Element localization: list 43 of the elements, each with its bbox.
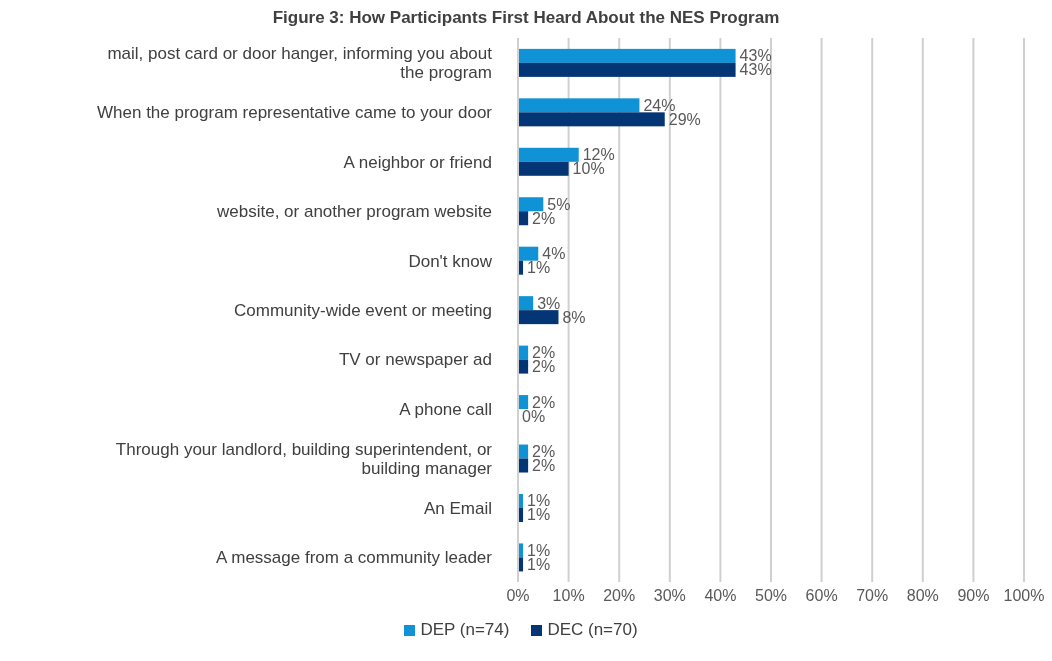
data-label: 43% <box>739 61 772 79</box>
bar <box>518 62 736 77</box>
data-label: 8% <box>562 308 586 326</box>
bar <box>518 147 579 162</box>
data-label: 1% <box>527 259 551 277</box>
y-tick-label: TV or newspaper ad <box>338 349 492 369</box>
y-tick-label: A phone call <box>399 399 492 419</box>
bar <box>518 161 569 176</box>
bar <box>518 48 736 63</box>
x-tick-label: 60% <box>805 587 838 605</box>
bar <box>518 197 544 212</box>
x-tick-label: 100% <box>1003 587 1045 605</box>
x-tick-label: 80% <box>906 587 939 605</box>
legend-label: DEP (n=74) <box>419 620 510 640</box>
y-tick-label: Through your landlord, building superintendent, or building manager <box>115 439 493 478</box>
y-tick-label: When the program representative came to your door <box>97 102 493 122</box>
x-tick-label: 10% <box>552 587 585 605</box>
x-tick-label: 20% <box>603 587 636 605</box>
data-label: 1% <box>527 506 551 524</box>
bar <box>518 296 534 311</box>
data-label: 2% <box>532 457 556 475</box>
legend-label: DEC (n=70) <box>546 620 638 640</box>
bar <box>518 98 640 113</box>
y-tick-label: Community-wide event or meeting <box>234 300 492 320</box>
data-label: 3% <box>537 294 561 312</box>
x-tick-label: 30% <box>653 587 686 605</box>
bar <box>518 310 559 325</box>
y-tick-label: A neighbor or friend <box>343 152 492 172</box>
y-tick-label: Don't know <box>408 251 493 271</box>
y-tick-label: An Email <box>423 498 492 518</box>
x-tick-label: 0% <box>506 587 530 605</box>
bar <box>518 246 539 261</box>
x-tick-label: 50% <box>754 587 788 605</box>
x-tick-label: 70% <box>856 587 889 605</box>
x-tick-label: 40% <box>704 587 737 605</box>
chart-title: Figure 3: How Participants First Heard About the NES Program <box>271 8 781 29</box>
bar <box>518 112 665 127</box>
y-tick-label: mail, post card or door hanger, informing you about the program <box>107 43 493 82</box>
data-label: 10% <box>572 160 605 178</box>
data-label: 2% <box>532 358 556 376</box>
x-tick-label: 90% <box>957 587 990 605</box>
y-tick-label: A message from a community leader <box>216 547 493 567</box>
y-tick-label: website, or another program website <box>216 201 492 221</box>
